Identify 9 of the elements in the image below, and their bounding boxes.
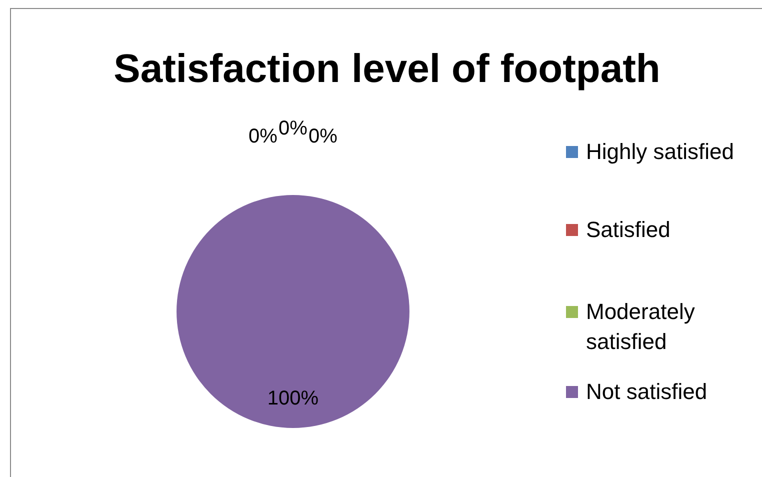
text: 0% (278, 118, 308, 140)
legend-label: Not satisfied (586, 378, 708, 406)
legend-label: Highly satisfied (586, 138, 734, 166)
legend-label: Satisfied (586, 216, 670, 244)
text: 0% (248, 126, 278, 148)
legend-label: Moderately satisfied (586, 298, 696, 356)
text: 0% (308, 126, 338, 148)
chart-title: Satisfaction level of footpath (112, 47, 662, 92)
data-label: 100% (267, 387, 319, 410)
